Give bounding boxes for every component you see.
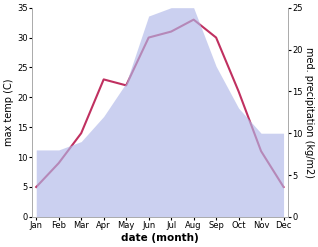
Y-axis label: med. precipitation (kg/m2): med. precipitation (kg/m2) [304,47,314,178]
X-axis label: date (month): date (month) [121,233,199,243]
Y-axis label: max temp (C): max temp (C) [4,79,14,146]
